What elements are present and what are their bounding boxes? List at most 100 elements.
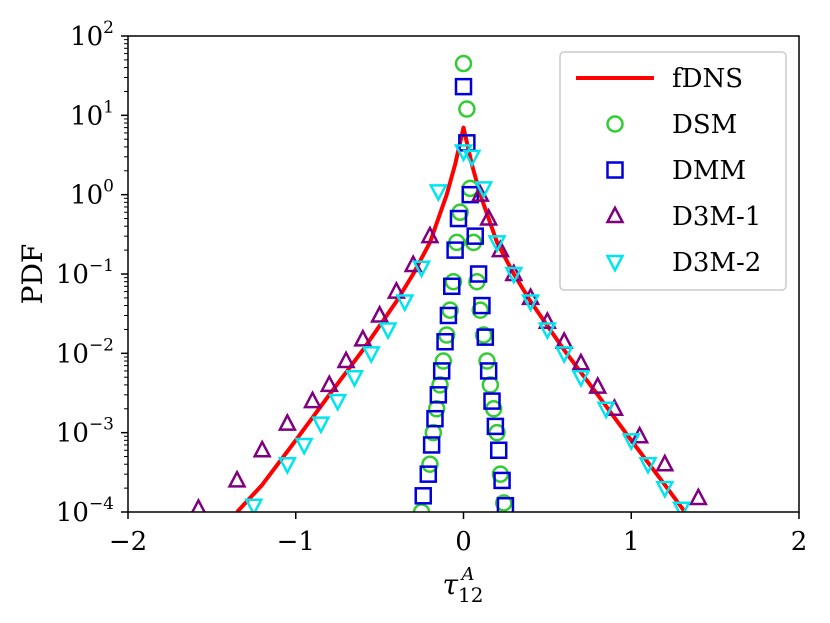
data-point-d3m-2 (487, 235, 507, 254)
y-tick-exponent: 2 (103, 18, 114, 38)
data-point-dmm (493, 471, 511, 490)
data-point-d3m-2 (596, 401, 616, 420)
y-tick-label: 10−3 (56, 415, 114, 449)
series-layer (190, 54, 708, 512)
data-point-dsm (434, 352, 453, 370)
x-tick-label: −1 (277, 527, 315, 557)
data-point-dsm (458, 100, 476, 118)
data-point-d3m-2 (474, 181, 494, 200)
legend-label-fdns: fDNS (672, 64, 743, 94)
data-point-d3m-2 (411, 260, 432, 279)
data-point-d3m-2 (361, 346, 381, 365)
series-line-fdns (235, 125, 687, 512)
data-point-d3m-2 (378, 322, 398, 341)
data-point-d3m-2 (453, 144, 474, 163)
data-point-d3m-2 (277, 456, 297, 476)
y-tick-base: 10 (70, 22, 103, 52)
legend: fDNS DSM DMM D3M-1 D3M-2 (559, 51, 787, 291)
y-tick-label: 10−4 (56, 494, 114, 528)
y-tick-exponent: −2 (89, 335, 114, 355)
y-tick-label: 100 (70, 177, 114, 211)
data-point-d3m-1 (227, 469, 247, 488)
data-point-dmm (496, 496, 515, 512)
data-point-dsm (474, 326, 493, 344)
data-point-d3m-1 (386, 280, 406, 299)
data-point-d3m-1 (277, 412, 297, 431)
y-tick-base: 10 (56, 339, 89, 369)
y-tick-label: 101 (70, 97, 114, 131)
data-point-d3m-2 (328, 393, 348, 413)
legend-swatch-d3m-1 (605, 205, 625, 224)
data-point-dmm (414, 487, 432, 505)
y-tick-exponent: −1 (89, 256, 114, 276)
y-tick-exponent: 0 (103, 177, 114, 197)
data-point-d3m-2 (504, 266, 524, 285)
data-point-d3m-2 (521, 294, 541, 313)
data-point-d3m-2 (655, 480, 675, 500)
data-point-d3m-1 (190, 497, 206, 512)
y-tick-base: 10 (56, 419, 89, 449)
y-tick-base: 10 (70, 181, 103, 211)
x-tick-label: 1 (623, 527, 640, 557)
data-point-d3m-2 (395, 294, 415, 313)
data-point-dsm (495, 494, 513, 512)
data-point-dmm (483, 392, 501, 410)
legend-box (559, 51, 787, 291)
y-tick-exponent: −3 (89, 415, 114, 435)
data-point-dmm (429, 386, 448, 404)
data-point-dsm (444, 272, 463, 291)
data-point-d3m-2 (294, 437, 314, 456)
data-point-dmm (489, 441, 508, 460)
data-point-dsm (421, 455, 439, 473)
data-point-dsm (441, 301, 459, 319)
x-axis-title-sup: A (459, 564, 474, 585)
y-tick-label: 102 (70, 18, 114, 52)
data-point-d3m-1 (252, 439, 272, 458)
data-point-dmm (426, 409, 444, 428)
legend-label-d3m-1: D3M-1 (672, 202, 761, 232)
y-tick-base: 10 (56, 498, 89, 528)
y-tick-exponent: 1 (103, 97, 114, 117)
data-point-d3m-2 (462, 149, 482, 168)
data-point-dmm (479, 362, 498, 380)
y-tick-label: 10−1 (56, 256, 114, 290)
legend-swatch-dsm (606, 115, 624, 133)
data-point-dmm (473, 296, 491, 315)
data-point-d3m-1 (336, 350, 356, 369)
data-point-d3m-2 (672, 501, 692, 512)
data-point-dmm (469, 265, 488, 283)
legend-swatch-d3m-2 (605, 254, 625, 273)
legend-items: fDNS DSM DMM D3M-1 D3M-2 (576, 64, 761, 278)
legend-label-dsm: DSM (672, 110, 737, 140)
y-tick-base: 10 (56, 260, 89, 290)
data-point-dmm (466, 227, 484, 245)
data-point-dmm (436, 332, 454, 351)
data-point-d3m-2 (428, 184, 448, 203)
data-point-d3m-2 (311, 416, 331, 435)
legend-label-d3m-2: D3M-2 (672, 248, 761, 278)
data-point-d3m-1 (571, 352, 591, 371)
data-point-dmm (449, 209, 468, 228)
series-d3m-2 (244, 144, 692, 512)
legend-swatch-dmm (606, 161, 624, 179)
x-axis-title-base: τ (443, 568, 459, 601)
data-point-dmm (454, 77, 473, 96)
data-point-dmm (432, 362, 451, 380)
data-point-d3m-2 (537, 322, 557, 341)
data-point-d3m-1 (588, 375, 608, 394)
legend-label-dmm: DMM (672, 156, 746, 186)
x-axis-title: τ12A (443, 564, 484, 607)
data-point-d3m-1 (655, 453, 675, 472)
data-point-d3m-1 (479, 207, 499, 226)
data-point-d3m-1 (353, 328, 373, 347)
data-point-dmm (419, 465, 438, 483)
data-point-d3m-2 (344, 369, 365, 389)
x-axis: −2 −1 0 1 2 (109, 512, 807, 557)
data-point-d3m-1 (688, 487, 708, 506)
data-point-dmm (476, 328, 495, 346)
data-point-dmm (422, 436, 441, 454)
y-tick-label: 10−2 (56, 335, 114, 369)
y-tick-exponent: −4 (89, 494, 114, 514)
